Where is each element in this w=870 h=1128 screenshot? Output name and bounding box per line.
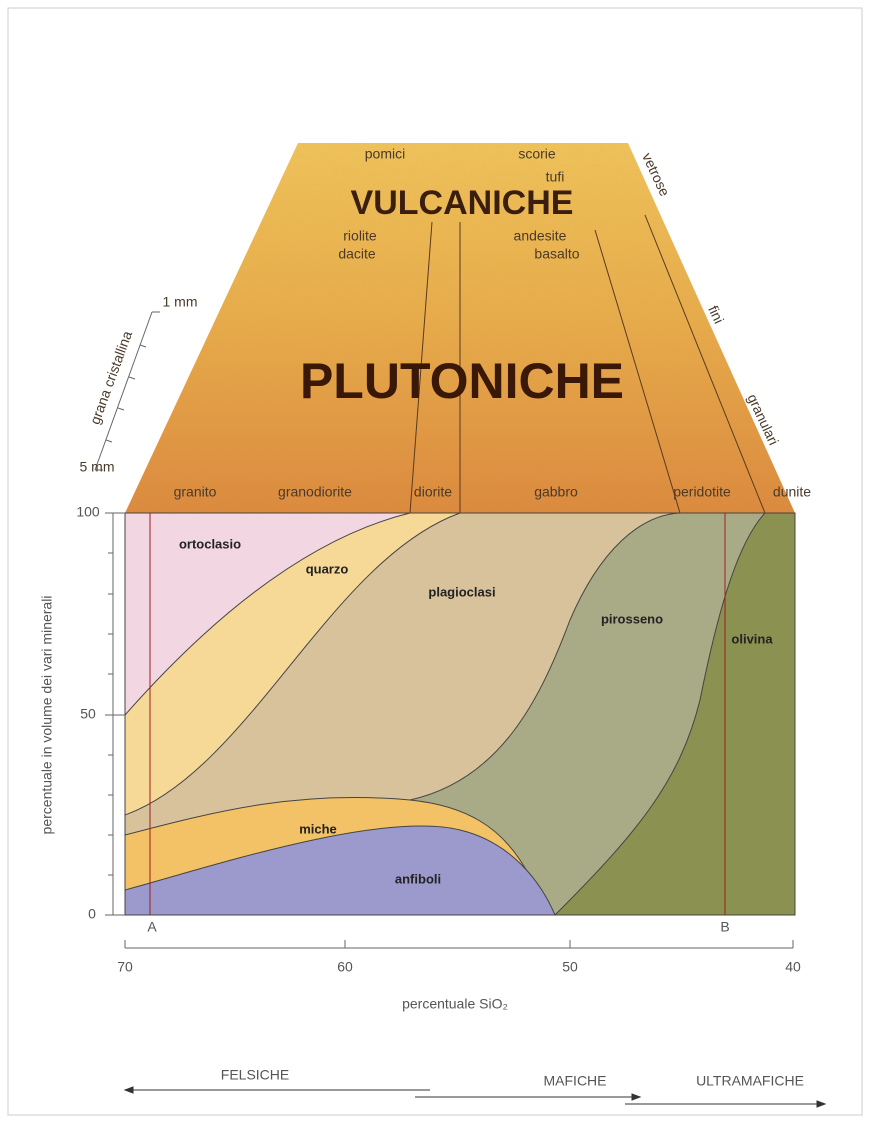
x-axis-title: percentuale SiO₂ xyxy=(402,996,508,1012)
mineral-label: anfiboli xyxy=(395,871,441,886)
x-tick-label: 70 xyxy=(117,959,133,975)
rock-label: granito xyxy=(174,484,217,500)
grain-type: fini xyxy=(705,303,727,326)
rock-label: peridotite xyxy=(673,484,731,500)
rock-label: basalto xyxy=(534,246,579,262)
rock-label: gabbro xyxy=(534,484,578,500)
x-tick-label: 40 xyxy=(785,959,801,975)
texture-label: pomici xyxy=(365,146,405,162)
grain-scale-label: 5 mm xyxy=(80,459,115,475)
axes xyxy=(94,311,794,949)
rock-label: riolite xyxy=(343,228,377,244)
class-label: FELSICHE xyxy=(221,1067,289,1083)
y-tick-label: 50 xyxy=(80,706,96,722)
mineral-plot xyxy=(124,512,796,916)
y-tick-label: 0 xyxy=(88,906,96,922)
divider-lines xyxy=(409,214,766,514)
mineral-label: miche xyxy=(299,821,337,836)
arrows xyxy=(123,1086,827,1108)
x-tick-label: 50 xyxy=(562,959,578,975)
rock-label: granodiorite xyxy=(278,484,352,500)
mineral-label: ortoclasio xyxy=(179,536,241,551)
grain-scale-label: 1 mm xyxy=(163,294,198,310)
rock-label: dacite xyxy=(338,246,376,262)
rock-label: andesite xyxy=(514,228,567,244)
texture-label: scorie xyxy=(518,146,556,162)
y-tick-label: 100 xyxy=(76,504,100,520)
marker-label: B xyxy=(720,919,729,935)
class-label: MAFICHE xyxy=(544,1073,607,1089)
volcanic-title: VULCANICHE xyxy=(351,184,574,222)
texture-label: tufi xyxy=(546,169,565,185)
class-label: ULTRAMAFICHE xyxy=(696,1073,804,1089)
rock-label: diorite xyxy=(414,484,452,500)
y-axis-title: percentuale in volume dei vari minerali xyxy=(39,596,55,835)
mineral-label: quarzo xyxy=(306,561,349,576)
plutonic-title: PLUTONICHE xyxy=(300,353,624,409)
mineral-label: olivina xyxy=(731,631,773,646)
mineral-label: plagioclasi xyxy=(428,584,495,599)
marker-label: A xyxy=(147,919,157,935)
mineral-label: pirosseno xyxy=(601,611,663,626)
x-tick-label: 60 xyxy=(337,959,353,975)
rock-label: dunite xyxy=(773,484,811,500)
